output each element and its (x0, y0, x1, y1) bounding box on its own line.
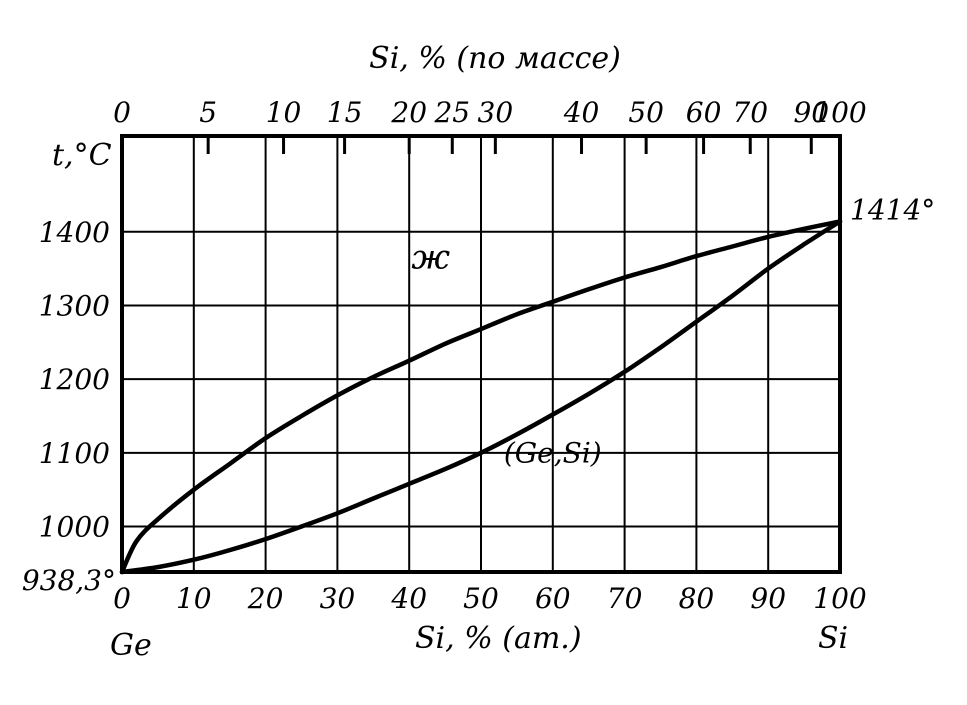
top-tick-label: 15 (327, 96, 363, 129)
x-tick-label: 70 (607, 582, 643, 615)
x-tick-label: 90 (750, 582, 786, 615)
y-tick-labels: 1000 1100 1200 1300 1400 (39, 216, 110, 544)
liquidus-curve (119, 219, 843, 575)
top-tick-label: 10 (266, 96, 302, 129)
x-axis-title: Si, % (ат.) (415, 621, 582, 656)
annotation-liquid-region: ж (411, 238, 450, 278)
x-tick-label: 60 (535, 582, 571, 615)
x-tick-label: 100 (813, 582, 866, 615)
annotation-si-melting-point: 1414° (850, 193, 935, 226)
x-tick-label: 40 (390, 582, 427, 615)
top-tick-label: 60 (686, 96, 722, 129)
y-tick-label: 1200 (39, 363, 110, 396)
y-tick-label: 1300 (39, 289, 110, 322)
x-tick-label: 30 (320, 582, 356, 615)
end-label-si: Si (818, 621, 848, 656)
x-tick-label: 80 (679, 582, 715, 615)
top-tick-label: 70 (732, 96, 768, 129)
top-tick-label: 5 (199, 96, 217, 129)
top-tick-label: 100 (813, 96, 866, 129)
top-tick-label: 20 (390, 96, 427, 129)
series-layer (119, 219, 843, 575)
top-tick-label: 90 (793, 96, 829, 129)
top-tick-label: 30 (478, 96, 514, 129)
y-tick-label: 1000 (39, 511, 110, 544)
annotation-layer: 938,3° 1414° ж (Ge,Si) (22, 193, 935, 597)
end-label-ge: Ge (110, 628, 152, 663)
x-tick-label: 0 (113, 582, 131, 615)
x-tick-label: 20 (247, 582, 284, 615)
plot-frame (120, 134, 842, 574)
x-tick-labels: 0 10 20 30 40 50 60 70 80 90 100 (113, 582, 867, 615)
y-axis-title: t,°C (52, 138, 112, 173)
solidus-curve (119, 219, 843, 575)
x-tick-label: 10 (176, 582, 212, 615)
top-tick-label: 40 (563, 96, 600, 129)
y-tick-label: 1100 (39, 437, 110, 470)
x-tick-label: 50 (463, 582, 499, 615)
annotation-solid-solution-region: (Ge,Si) (504, 436, 602, 469)
top-tick-label: 50 (628, 96, 664, 129)
grid (121, 136, 841, 572)
annotation-ge-melting-point: 938,3° (22, 564, 116, 597)
top-axis-title: Si, % (по массе) (369, 41, 621, 76)
top-tick-label: 0 (113, 96, 131, 129)
top-tick-label: 25 (433, 96, 470, 129)
y-tick-label: 1400 (39, 216, 110, 249)
